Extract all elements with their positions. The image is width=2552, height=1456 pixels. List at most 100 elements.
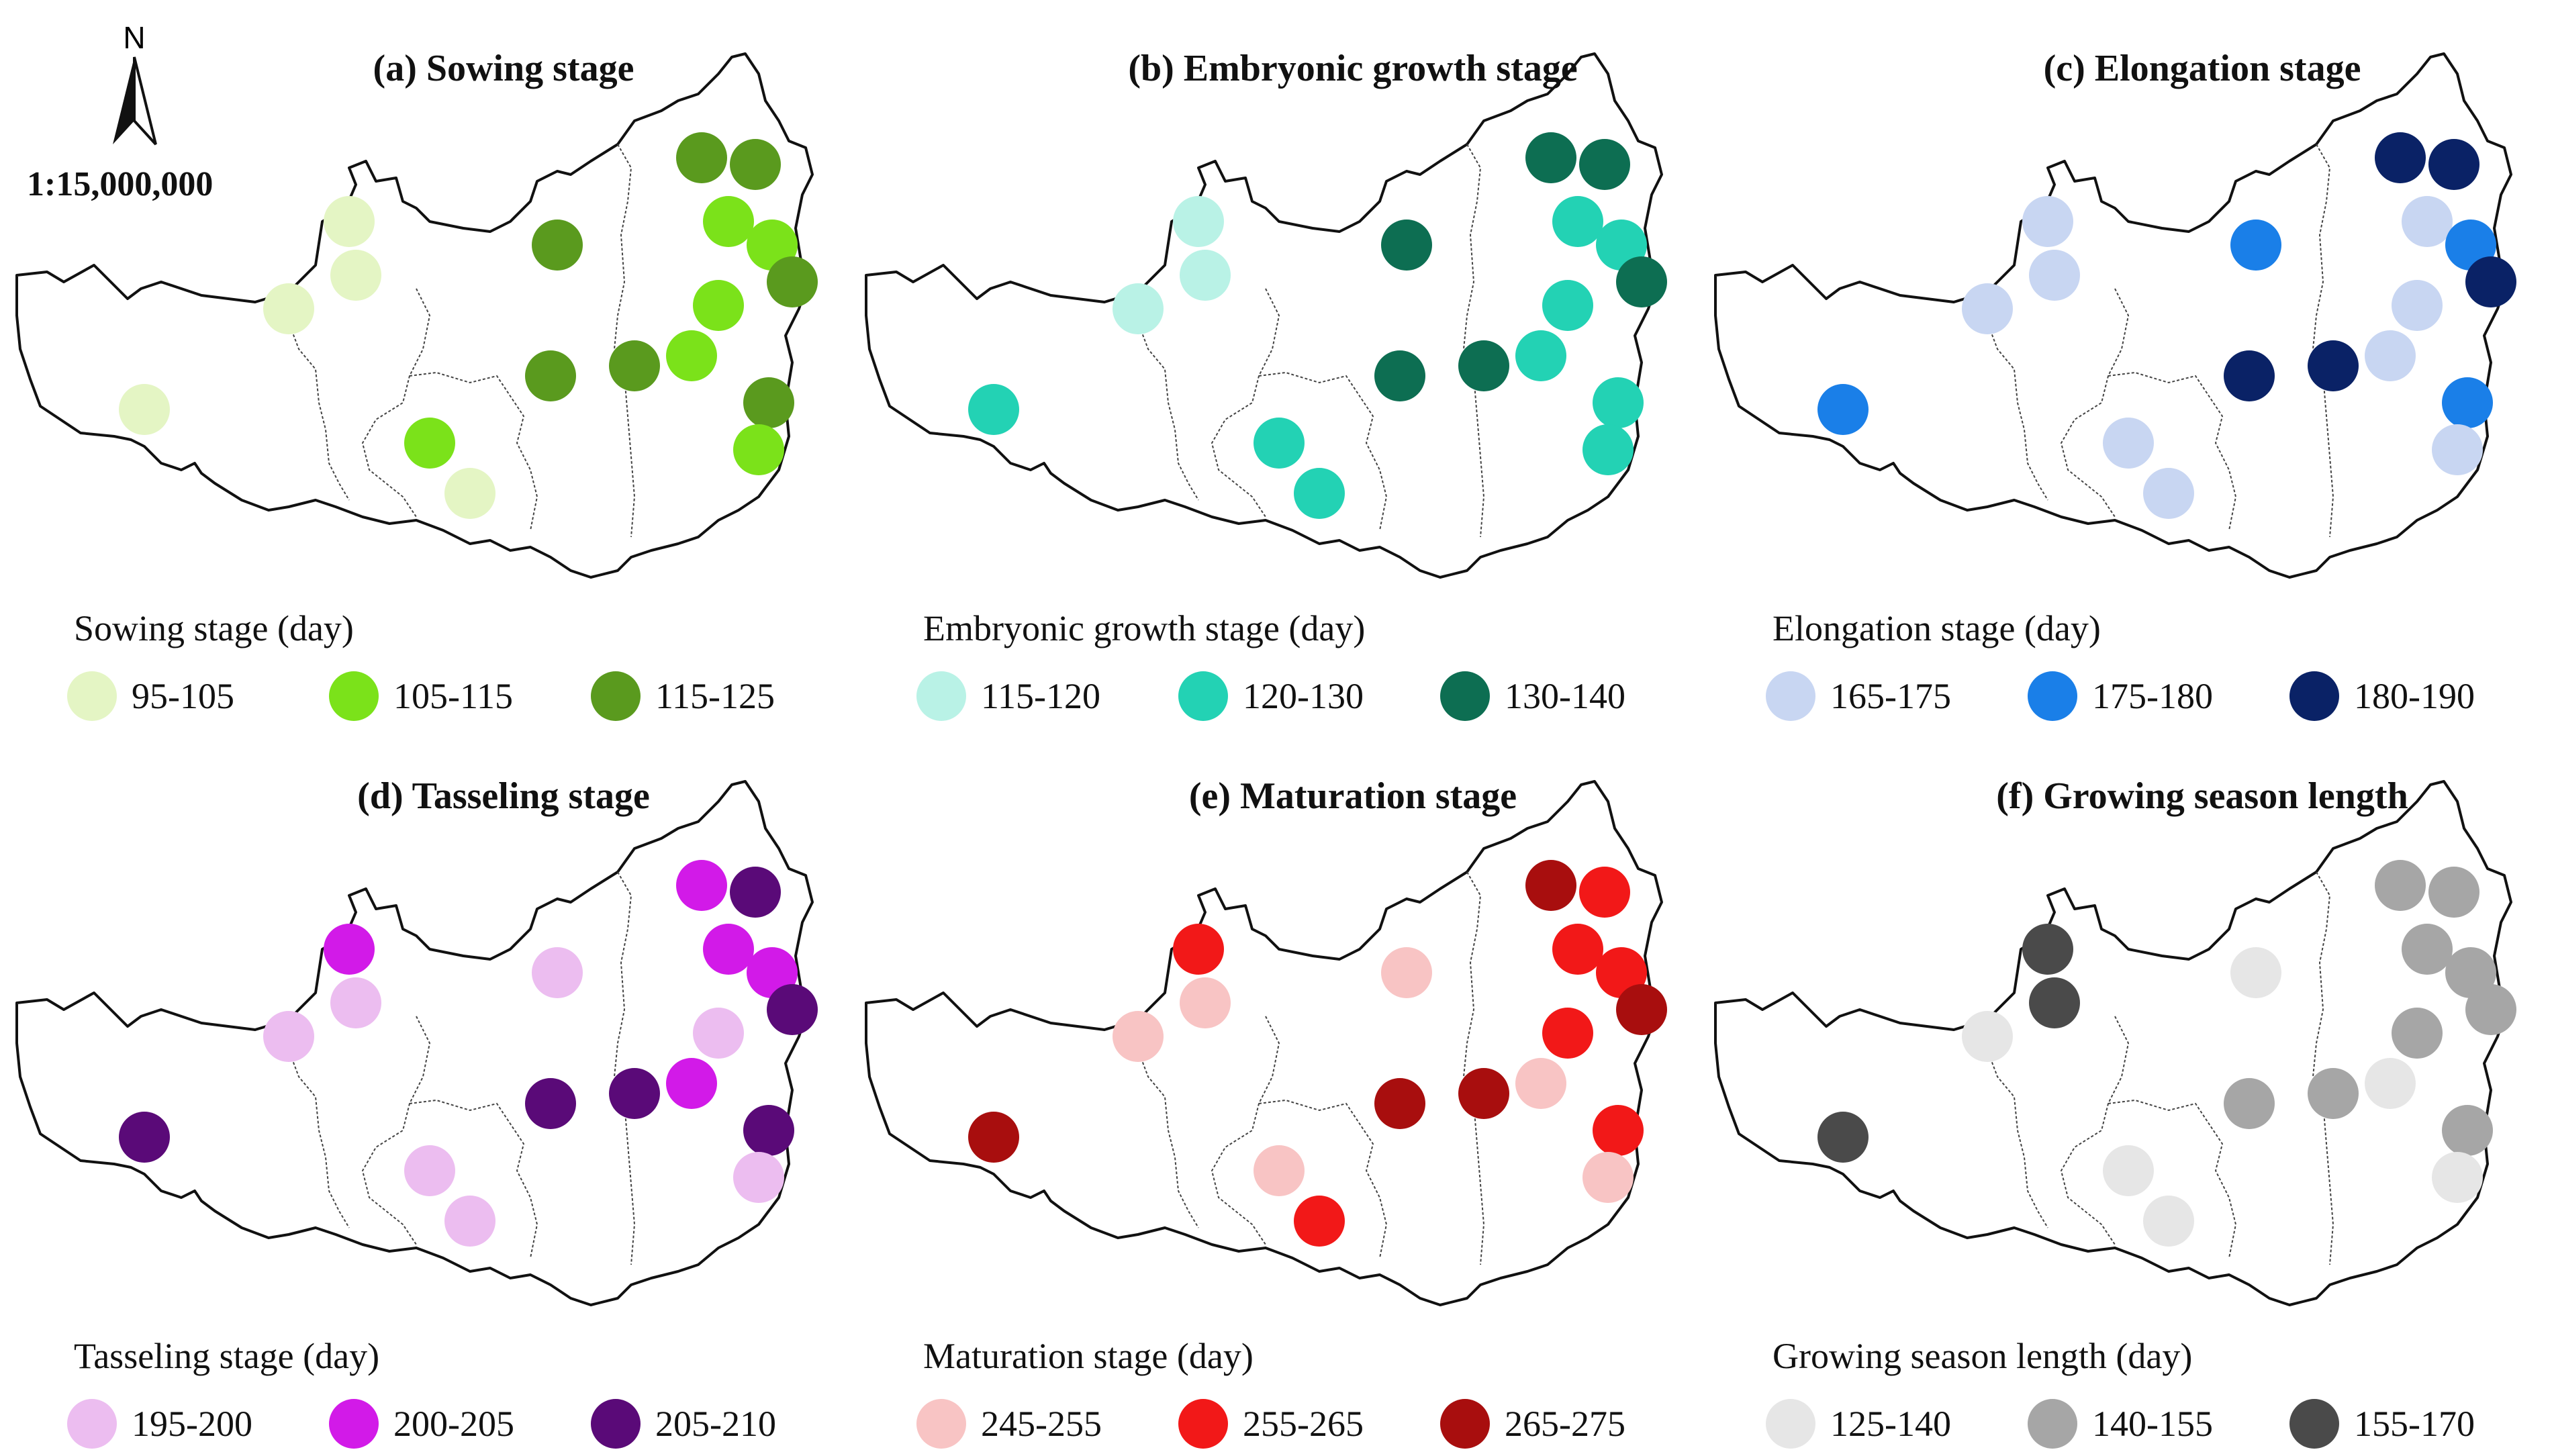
station-points	[1817, 860, 2516, 1247]
legend-label: 140-155	[2092, 1404, 2213, 1444]
legend-label: 245-255	[981, 1404, 1102, 1444]
panel-b: (b) Embryonic growth stage Embryonic gro…	[849, 0, 1695, 728]
legend: 95-105 105-115 115-125	[67, 671, 853, 721]
station-marker	[2022, 924, 2073, 975]
panel-title: (b) Embryonic growth stage	[1128, 48, 1578, 89]
station-marker	[1381, 220, 1432, 271]
internal-boundary	[1211, 1016, 1280, 1245]
station-marker	[1180, 977, 1231, 1028]
legend-item: 255-265	[1178, 1399, 1440, 1449]
station-marker	[2103, 418, 2154, 469]
legend-item: 195-200	[67, 1399, 329, 1449]
station-marker	[733, 424, 784, 475]
station-marker	[2230, 947, 2281, 998]
station-marker	[1817, 1112, 1869, 1163]
station-marker	[968, 1112, 1019, 1163]
region-boundary	[1714, 780, 2512, 1306]
legend-item: 140-155	[2028, 1399, 2289, 1449]
legend-swatch	[916, 671, 966, 721]
station-marker	[743, 1105, 794, 1156]
internal-boundary	[2060, 288, 2130, 518]
station-marker	[263, 283, 314, 334]
legend-item: 205-210	[591, 1399, 853, 1449]
north-label: N	[123, 20, 145, 55]
station-marker	[2392, 1008, 2443, 1059]
legend-item: 200-205	[329, 1399, 591, 1449]
station-marker	[2029, 977, 2080, 1028]
panel-a: N 1:15,000,000 (a) Sowing stage Sowing s…	[0, 0, 846, 728]
internal-boundary	[409, 371, 538, 531]
north-arrow-icon: N	[113, 20, 157, 146]
station-marker	[2428, 867, 2479, 918]
station-points	[1817, 132, 2516, 519]
station-points	[119, 860, 818, 1247]
station-marker	[693, 1008, 744, 1059]
internal-boundary	[2060, 1016, 2130, 1245]
internal-boundary	[1258, 371, 1388, 531]
station-marker	[1458, 340, 1509, 391]
legend-swatch	[329, 1399, 379, 1449]
station-marker	[2375, 860, 2426, 911]
station-marker	[1254, 1145, 1305, 1196]
station-marker	[743, 377, 794, 428]
station-marker	[2365, 1058, 2416, 1109]
station-marker	[532, 220, 583, 271]
legend-swatch	[67, 671, 117, 721]
station-points	[968, 860, 1667, 1247]
station-marker	[666, 1058, 717, 1109]
panel-f: (f) Growing season length Growing season…	[1699, 728, 2545, 1456]
station-marker	[2103, 1145, 2154, 1196]
legend-label: 95-105	[132, 676, 234, 716]
legend-swatch	[2289, 1399, 2339, 1449]
station-marker	[2022, 196, 2073, 247]
legend-title: Growing season length (day)	[1773, 1336, 2193, 1376]
station-marker	[2402, 196, 2453, 247]
station-marker	[2224, 350, 2275, 401]
map	[1714, 52, 2516, 579]
legend-label: 130-140	[1505, 676, 1625, 716]
station-marker	[1579, 139, 1630, 190]
region-boundary	[15, 780, 814, 1306]
legend-item: 265-275	[1440, 1399, 1702, 1449]
station-marker	[525, 350, 576, 401]
station-marker	[1458, 1068, 1509, 1119]
station-marker	[1962, 1011, 2013, 1062]
station-marker	[532, 947, 583, 998]
legend-label: 155-170	[2354, 1404, 2475, 1444]
station-marker	[1616, 984, 1667, 1035]
station-marker	[1113, 283, 1164, 334]
region-boundary	[15, 52, 814, 579]
legend-item: 120-130	[1178, 671, 1440, 721]
station-marker	[324, 196, 375, 247]
station-marker	[2402, 924, 2453, 975]
legend-title: Maturation stage (day)	[923, 1336, 1254, 1376]
station-marker	[1294, 1196, 1345, 1247]
legend-swatch	[591, 1399, 641, 1449]
station-marker	[525, 1078, 576, 1129]
region-boundary	[1714, 52, 2512, 579]
legend: 245-255 255-265 265-275	[916, 1399, 1702, 1449]
station-marker	[676, 132, 727, 183]
panel-title: (e) Maturation stage	[1188, 775, 1517, 817]
station-marker	[1962, 283, 2013, 334]
station-marker	[2365, 330, 2416, 381]
legend-label: 125-140	[1830, 1404, 1951, 1444]
legend-swatch	[2028, 1399, 2077, 1449]
panel-title: (c) Elongation stage	[2043, 48, 2361, 89]
station-marker	[1525, 132, 1576, 183]
station-marker	[119, 384, 170, 435]
panel-c: (c) Elongation stage Elongation stage (d…	[1699, 0, 2545, 728]
legend-label: 115-120	[981, 676, 1100, 716]
station-marker	[703, 196, 754, 247]
station-marker	[609, 1068, 660, 1119]
legend-label: 265-275	[1505, 1404, 1625, 1444]
legend-title: Elongation stage (day)	[1773, 608, 2101, 648]
station-marker	[1374, 1078, 1425, 1129]
legend-swatch	[329, 671, 379, 721]
legend-label: 180-190	[2354, 676, 2475, 716]
legend-label: 200-205	[393, 1404, 514, 1444]
station-marker	[1582, 424, 1634, 475]
station-marker	[666, 330, 717, 381]
internal-boundary	[1462, 144, 1485, 538]
